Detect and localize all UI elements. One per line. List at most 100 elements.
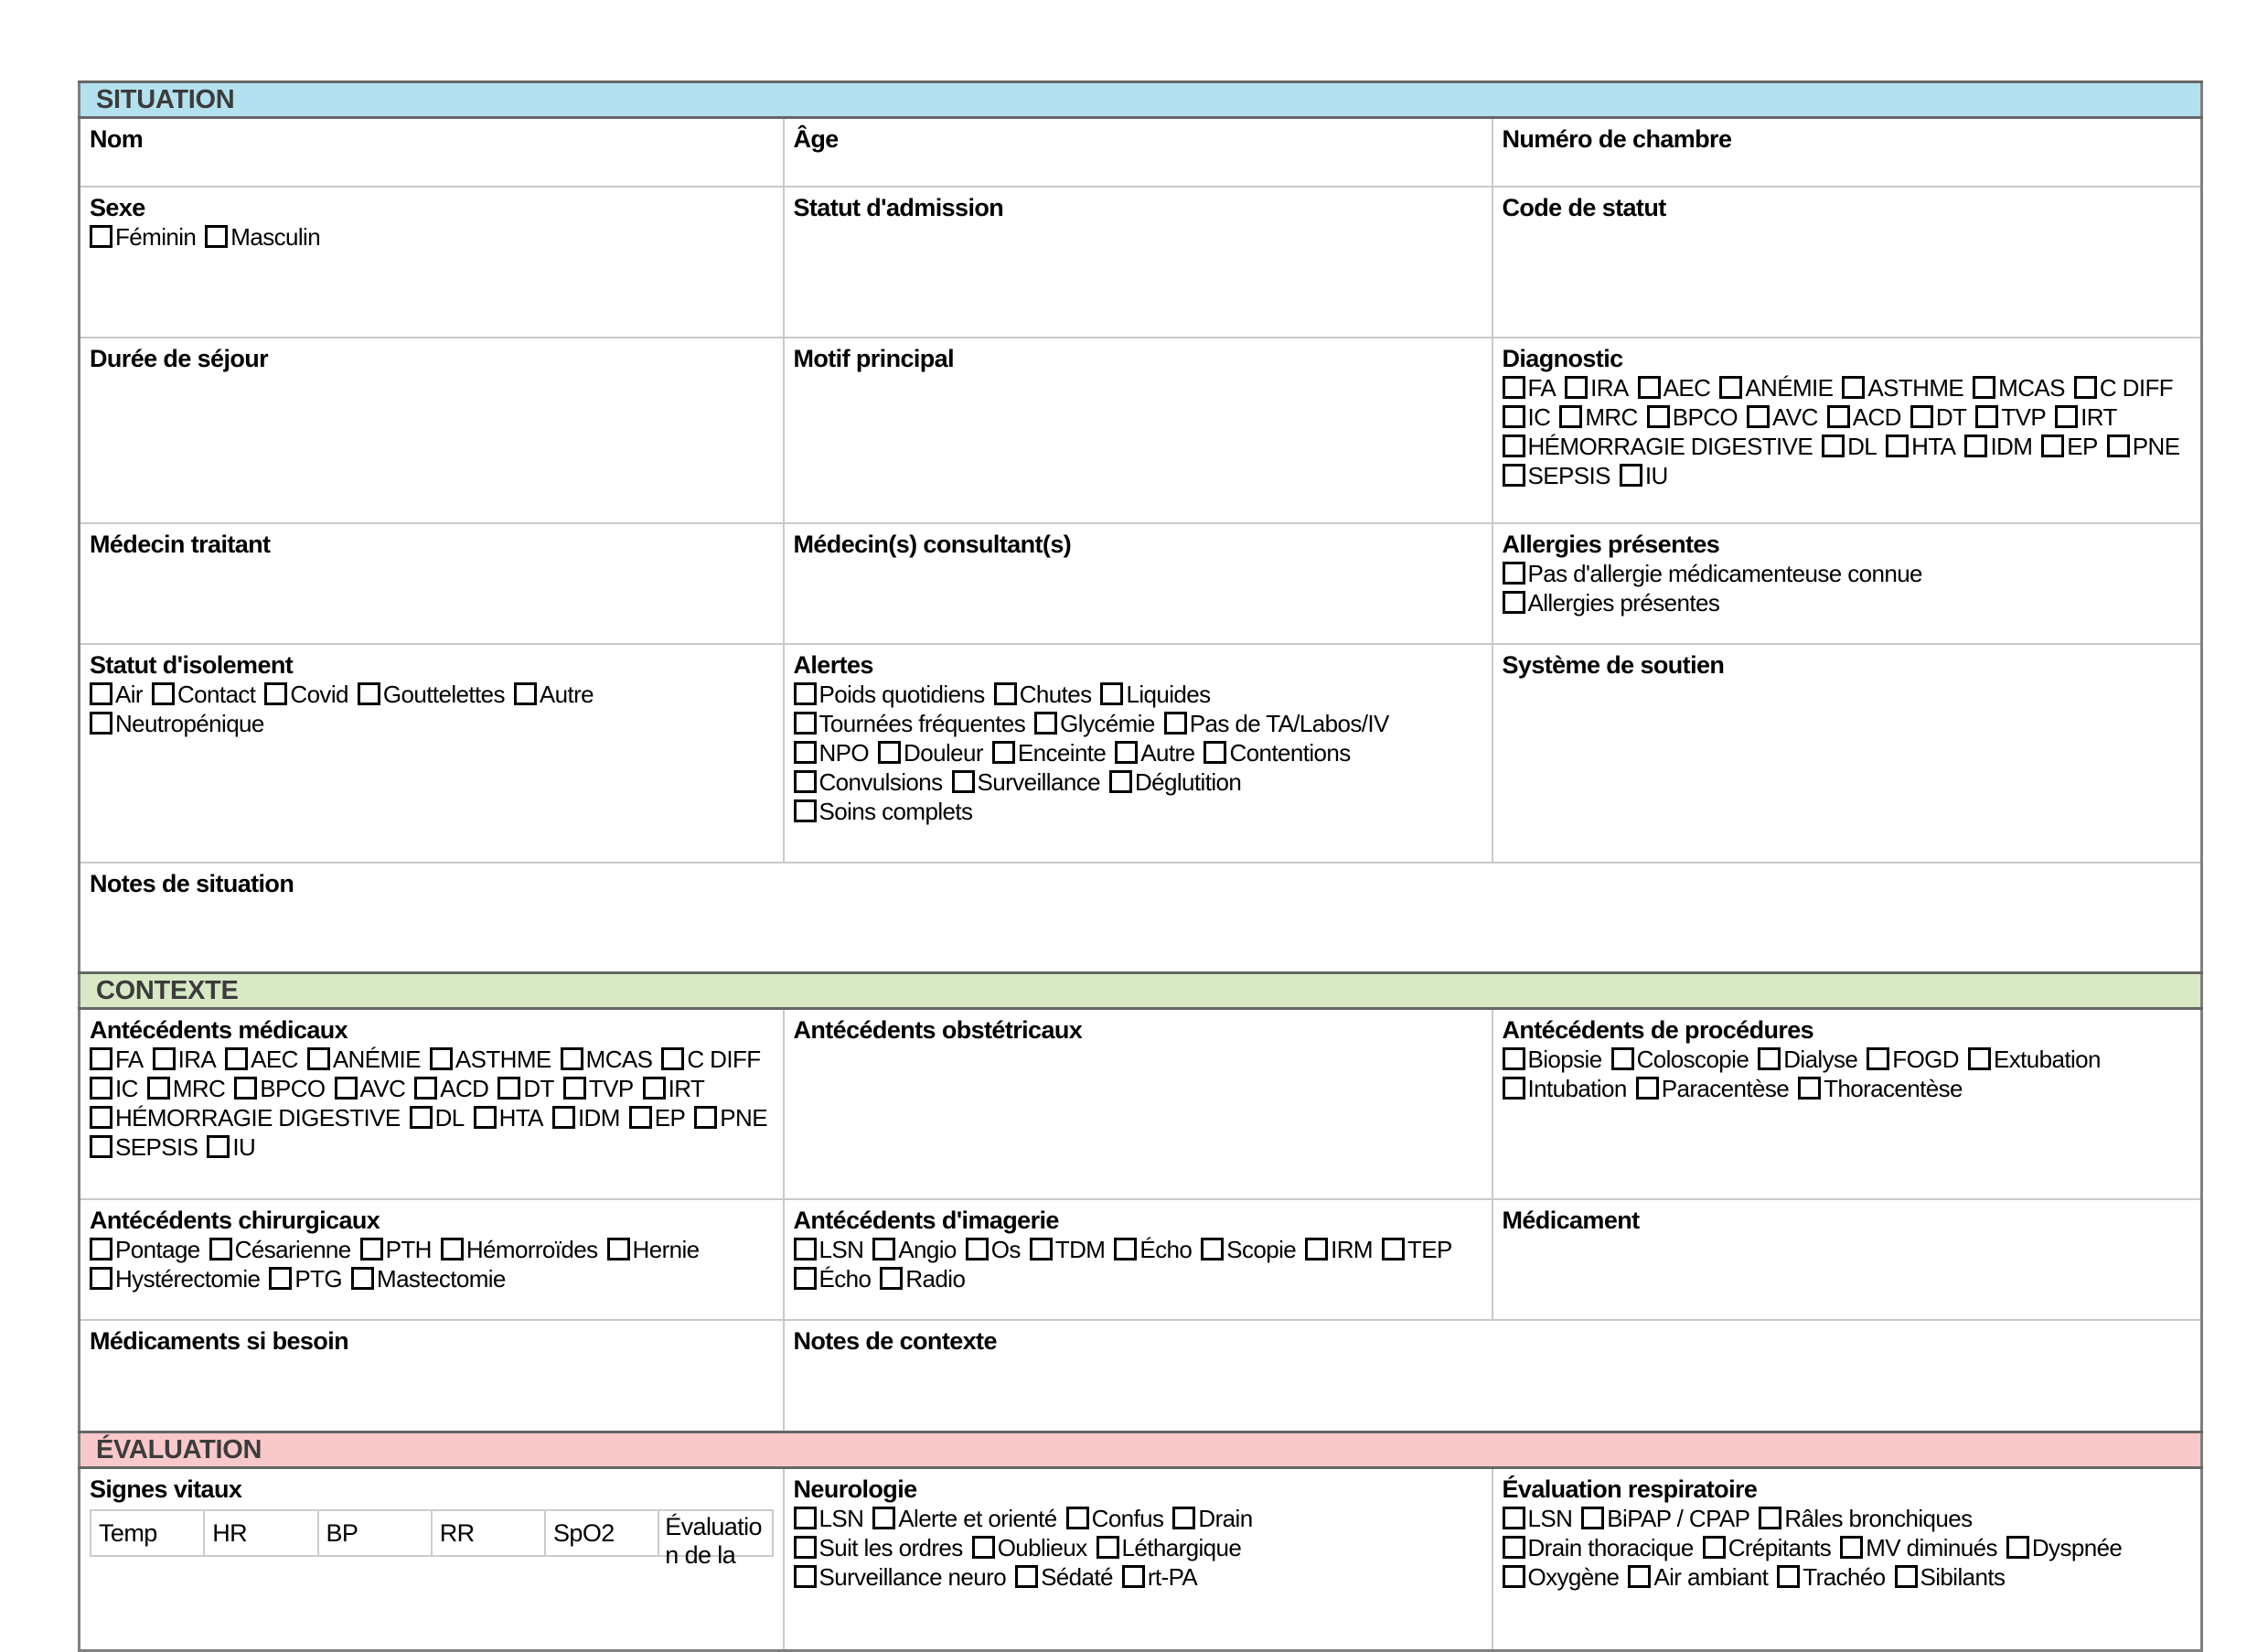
checkbox[interactable] <box>880 1266 904 1290</box>
checkbox[interactable] <box>1635 1077 1659 1100</box>
checkbox[interactable] <box>1964 434 1988 457</box>
checkbox[interactable] <box>2006 1536 2029 1559</box>
checkbox[interactable] <box>694 1106 718 1129</box>
checkbox[interactable] <box>1842 375 1866 399</box>
checkbox[interactable] <box>606 1237 630 1260</box>
checkbox[interactable] <box>872 1237 896 1260</box>
checkbox[interactable] <box>2055 404 2079 428</box>
checkbox[interactable] <box>560 1047 583 1070</box>
checkbox[interactable] <box>1646 404 1670 428</box>
checkbox[interactable] <box>1759 1507 1782 1529</box>
checkbox[interactable] <box>793 799 817 822</box>
checkbox[interactable] <box>429 1047 453 1070</box>
checkbox[interactable] <box>90 1077 112 1100</box>
checkbox[interactable] <box>152 1047 176 1070</box>
checkbox[interactable] <box>90 1266 112 1290</box>
checkbox[interactable] <box>1502 1047 1525 1070</box>
checkbox[interactable] <box>334 1077 358 1100</box>
checkbox[interactable] <box>2041 434 2065 457</box>
checkbox[interactable] <box>793 681 817 705</box>
checkbox[interactable] <box>965 1237 989 1260</box>
checkbox[interactable] <box>90 1237 112 1260</box>
checkbox[interactable] <box>793 1565 817 1588</box>
checkbox[interactable] <box>1305 1237 1329 1260</box>
checkbox[interactable] <box>793 1266 817 1290</box>
checkbox[interactable] <box>234 1077 258 1100</box>
checkbox[interactable] <box>642 1077 666 1100</box>
checkbox[interactable] <box>1798 1077 1822 1100</box>
checkbox[interactable] <box>440 1237 464 1260</box>
checkbox[interactable] <box>793 711 817 735</box>
checkbox[interactable] <box>264 681 288 705</box>
checkbox[interactable] <box>90 224 112 248</box>
checkbox[interactable] <box>1822 434 1845 457</box>
checkbox[interactable] <box>793 1507 817 1529</box>
checkbox[interactable] <box>628 1106 652 1129</box>
checkbox[interactable] <box>1619 463 1642 487</box>
checkbox[interactable] <box>1910 404 1933 428</box>
checkbox[interactable] <box>551 1106 575 1129</box>
checkbox[interactable] <box>1975 404 1999 428</box>
checkbox[interactable] <box>991 740 1015 764</box>
checkbox[interactable] <box>971 1536 995 1559</box>
checkbox[interactable] <box>562 1077 586 1100</box>
checkbox[interactable] <box>225 1047 249 1070</box>
checkbox[interactable] <box>497 1077 521 1100</box>
checkbox[interactable] <box>793 769 817 793</box>
checkbox[interactable] <box>90 1135 112 1158</box>
checkbox[interactable] <box>1702 1536 1726 1559</box>
checkbox[interactable] <box>409 1106 433 1129</box>
checkbox[interactable] <box>1204 740 1227 764</box>
checkbox[interactable] <box>151 681 175 705</box>
checkbox[interactable] <box>1121 1565 1145 1588</box>
checkbox[interactable] <box>1115 740 1139 764</box>
checkbox[interactable] <box>1867 1047 1890 1070</box>
checkbox[interactable] <box>205 224 229 248</box>
checkbox[interactable] <box>1015 1565 1039 1588</box>
checkbox[interactable] <box>414 1077 438 1100</box>
checkbox[interactable] <box>1973 375 1996 399</box>
checkbox[interactable] <box>1637 375 1661 399</box>
checkbox[interactable] <box>269 1266 293 1290</box>
checkbox[interactable] <box>1100 681 1124 705</box>
checkbox[interactable] <box>1502 561 1525 585</box>
checkbox[interactable] <box>1628 1565 1652 1588</box>
checkbox[interactable] <box>993 681 1017 705</box>
checkbox[interactable] <box>90 1047 112 1070</box>
checkbox[interactable] <box>1777 1565 1801 1588</box>
checkbox[interactable] <box>793 1237 817 1260</box>
checkbox[interactable] <box>661 1047 685 1070</box>
checkbox[interactable] <box>1502 375 1525 399</box>
checkbox[interactable] <box>793 740 817 764</box>
checkbox[interactable] <box>473 1106 497 1129</box>
checkbox[interactable] <box>951 769 975 793</box>
checkbox[interactable] <box>1114 1237 1138 1260</box>
checkbox[interactable] <box>1610 1047 1634 1070</box>
checkbox[interactable] <box>1894 1565 1918 1588</box>
checkbox[interactable] <box>1886 434 1910 457</box>
checkbox[interactable] <box>1581 1507 1605 1529</box>
checkbox[interactable] <box>2073 375 2097 399</box>
checkbox[interactable] <box>357 681 380 705</box>
checkbox[interactable] <box>1968 1047 1991 1070</box>
checkbox[interactable] <box>209 1237 232 1260</box>
checkbox[interactable] <box>1065 1507 1089 1529</box>
checkbox[interactable] <box>878 740 902 764</box>
checkbox[interactable] <box>1747 404 1771 428</box>
checkbox[interactable] <box>1381 1237 1405 1260</box>
checkbox[interactable] <box>793 1536 817 1559</box>
checkbox[interactable] <box>1502 463 1525 487</box>
checkbox[interactable] <box>1502 1536 1525 1559</box>
checkbox[interactable] <box>1565 375 1589 399</box>
checkbox[interactable] <box>1172 1507 1196 1529</box>
checkbox[interactable] <box>306 1047 330 1070</box>
checkbox[interactable] <box>90 1106 112 1129</box>
checkbox[interactable] <box>1758 1047 1781 1070</box>
checkbox[interactable] <box>1840 1536 1864 1559</box>
checkbox[interactable] <box>1719 375 1743 399</box>
checkbox[interactable] <box>1559 404 1583 428</box>
checkbox[interactable] <box>90 711 112 735</box>
checkbox[interactable] <box>872 1507 896 1529</box>
checkbox[interactable] <box>1502 404 1525 428</box>
checkbox[interactable] <box>1502 590 1525 614</box>
